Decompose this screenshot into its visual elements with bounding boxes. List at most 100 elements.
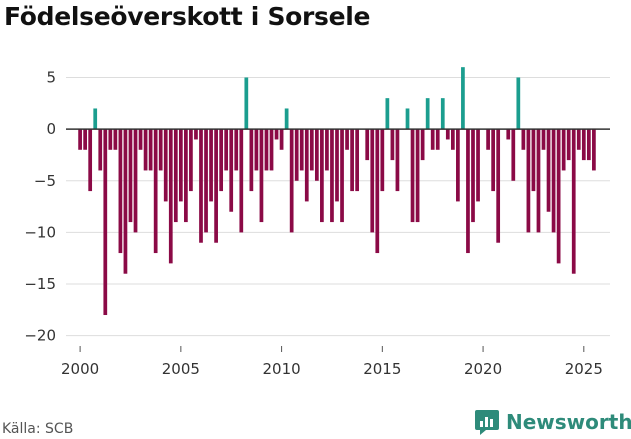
bar (551, 129, 556, 233)
bar (264, 129, 269, 171)
bar (184, 129, 188, 223)
y-axis: 5 0 −5 −10 −15 −20 (24, 68, 56, 344)
bar (128, 129, 133, 223)
bar (294, 129, 299, 181)
bar (148, 129, 153, 171)
bar (425, 98, 430, 130)
bar (435, 129, 440, 150)
bar (566, 129, 571, 161)
bar (365, 129, 370, 161)
bar (229, 129, 234, 212)
newsworthy-logo-icon (475, 410, 499, 435)
bar (178, 129, 183, 202)
chart-title: Födelseöverskott i Sorsele (4, 2, 371, 31)
bar (536, 129, 541, 233)
bar (586, 129, 591, 161)
bar (370, 129, 375, 233)
bar (325, 129, 329, 171)
x-axis: 2000 2005 2010 2015 2020 2025 (61, 346, 603, 378)
y-tick-label: −20 (24, 327, 56, 345)
bar (476, 129, 480, 202)
bar (335, 129, 339, 202)
bar (234, 129, 239, 171)
bar (108, 129, 113, 150)
bar (576, 129, 581, 150)
bar (98, 129, 103, 171)
bar (571, 129, 576, 274)
bar (385, 98, 390, 130)
bar (309, 129, 314, 171)
bars (78, 67, 596, 316)
bar (466, 129, 470, 254)
bar (375, 129, 380, 254)
bar (133, 129, 138, 233)
bar (541, 129, 546, 150)
bar (531, 129, 536, 192)
newsworthy-logo: Newsworthy (474, 406, 631, 438)
bar (395, 129, 400, 192)
bar (244, 77, 249, 130)
bar (445, 129, 450, 140)
bar (83, 129, 88, 150)
bar (320, 129, 324, 223)
bar (450, 129, 455, 150)
x-tick-label: 2015 (363, 360, 401, 378)
bar (93, 108, 98, 130)
bar (556, 129, 561, 264)
bar (274, 129, 279, 140)
x-tick-label: 2010 (262, 360, 300, 378)
bar (143, 129, 148, 171)
y-tick-label: −15 (24, 275, 56, 293)
bar (496, 129, 501, 243)
bar (123, 129, 128, 274)
bar (189, 129, 193, 192)
bar (194, 129, 198, 140)
bar (546, 129, 551, 212)
bar (516, 77, 521, 130)
x-tick-label: 2020 (464, 360, 502, 378)
x-tick-label: 2025 (565, 360, 603, 378)
bar (214, 129, 218, 243)
bar (355, 129, 360, 192)
bar (168, 129, 173, 264)
bar (420, 129, 425, 161)
x-tick-label: 2005 (162, 360, 200, 378)
y-tick-label: −10 (24, 223, 56, 241)
bar (249, 129, 254, 192)
bar (269, 129, 274, 171)
x-tick-label: 2000 (61, 360, 99, 378)
bar (304, 129, 309, 202)
bar (289, 129, 294, 233)
source-label: Källa: SCB (2, 421, 74, 437)
brand-name: Newsworthy (506, 410, 631, 434)
bar (163, 129, 168, 202)
bar (592, 129, 596, 171)
bar (561, 129, 566, 171)
bar (415, 129, 420, 223)
bar (239, 129, 244, 233)
bar (491, 129, 496, 192)
bar (199, 129, 203, 243)
bar (506, 129, 511, 140)
bar (486, 129, 490, 150)
bar (430, 129, 435, 150)
bar (581, 129, 586, 161)
y-tick-label: 5 (46, 68, 56, 86)
bar (224, 129, 229, 171)
bar (440, 98, 445, 130)
bar (330, 129, 334, 223)
bar (118, 129, 123, 254)
bar (103, 129, 108, 316)
bar (314, 129, 319, 181)
bar (390, 129, 395, 161)
bar (405, 108, 410, 130)
y-tick-label: 0 (46, 120, 56, 138)
bar (380, 129, 385, 192)
bar (345, 129, 349, 150)
bar (284, 108, 289, 130)
bar (526, 129, 531, 233)
bar (158, 129, 163, 171)
bar (209, 129, 213, 202)
bar (279, 129, 284, 150)
bar (410, 129, 415, 223)
